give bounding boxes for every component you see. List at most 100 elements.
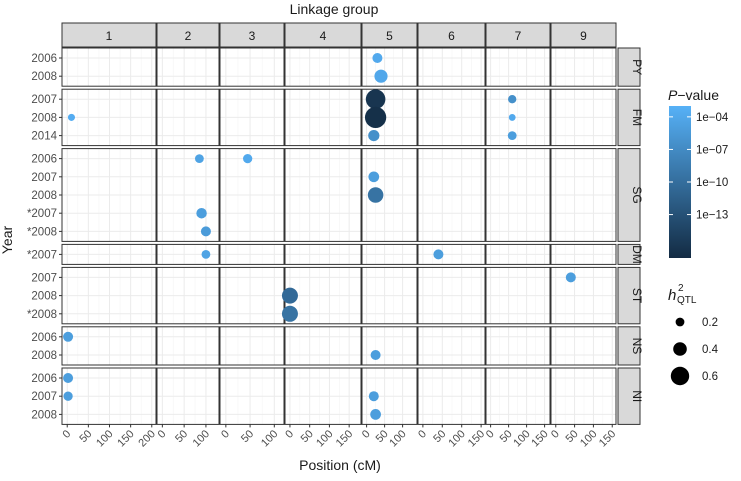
qtl-point bbox=[194, 154, 204, 164]
size-legend-dot bbox=[673, 342, 687, 356]
chart-title: Linkage group bbox=[290, 1, 379, 17]
row-strip bbox=[617, 326, 641, 366]
panel-border bbox=[219, 367, 285, 425]
panel-border bbox=[550, 266, 617, 325]
qtl-point bbox=[370, 350, 381, 360]
panel-border bbox=[361, 367, 418, 425]
size-legend-dot bbox=[670, 366, 690, 386]
column-strip bbox=[485, 22, 551, 48]
row-strip bbox=[617, 367, 641, 425]
qtl-point bbox=[63, 373, 74, 383]
panel-border bbox=[219, 88, 285, 147]
qtl-point bbox=[433, 249, 444, 260]
panel-border bbox=[61, 326, 157, 366]
x-tick-label: 50 bbox=[564, 428, 581, 445]
color-legend: P−value 1e−04 1e−07 1e−10 1e−13 bbox=[668, 87, 729, 258]
qtl-point bbox=[201, 250, 211, 259]
x-tick-label: 50 bbox=[77, 428, 94, 445]
column-strip-label: 1 bbox=[106, 29, 113, 43]
panel-border bbox=[485, 47, 551, 87]
x-tick-label: 100 bbox=[446, 428, 467, 449]
y-tick-label: 2008 bbox=[31, 112, 57, 124]
qtl-point bbox=[281, 287, 298, 304]
qtl-point bbox=[368, 171, 380, 183]
x-tick-label: 50 bbox=[299, 428, 316, 445]
qtl-point bbox=[508, 95, 517, 104]
panel-border bbox=[156, 367, 220, 425]
y-tick-label: *2007 bbox=[27, 249, 57, 261]
qtl-point bbox=[374, 69, 388, 83]
size-legend: h 2 QTL 0.2 0.4 0.6 bbox=[668, 283, 719, 386]
panel-background bbox=[418, 48, 485, 87]
y-tick-label: 2006 bbox=[31, 53, 57, 65]
x-tick-label: 0 bbox=[549, 428, 562, 441]
panel-border bbox=[485, 266, 551, 325]
panel-border bbox=[550, 367, 617, 425]
size-legend-title-sub: QTL bbox=[677, 295, 697, 306]
panel-border bbox=[417, 148, 486, 242]
row-strip bbox=[617, 148, 641, 242]
panel-background bbox=[362, 326, 417, 365]
qtl-point bbox=[372, 53, 383, 63]
panel-background bbox=[157, 326, 219, 365]
color-legend-label: 1e−04 bbox=[696, 112, 729, 124]
size-legend-title: h bbox=[668, 287, 676, 304]
x-tick-label: 0 bbox=[416, 428, 429, 441]
x-tick-label: 150 bbox=[529, 428, 550, 449]
qtl-point bbox=[370, 409, 381, 420]
panel-border bbox=[361, 88, 418, 147]
y-tick-label: 2008 bbox=[31, 350, 57, 362]
y-tick-label: 2008 bbox=[31, 71, 57, 83]
panel-border bbox=[550, 326, 617, 366]
x-tick-label: 100 bbox=[314, 428, 335, 449]
panel-border bbox=[156, 148, 220, 242]
panel-background bbox=[285, 48, 361, 87]
column-strip-label: 2 bbox=[185, 29, 192, 43]
qtl-point bbox=[367, 187, 384, 203]
panel-border bbox=[361, 47, 418, 87]
color-legend-suffix: −value bbox=[677, 87, 719, 103]
panel-border bbox=[361, 243, 418, 265]
panel-background bbox=[486, 48, 550, 87]
panel-border bbox=[219, 148, 285, 242]
y-tick-label: 2007 bbox=[31, 94, 57, 106]
qtl-point bbox=[281, 305, 298, 322]
y-tick-label: 2006 bbox=[31, 154, 57, 166]
y-tick-label: *2007 bbox=[27, 208, 57, 220]
y-tick-label: 2008 bbox=[31, 409, 57, 421]
x-axis-title: Position (cM) bbox=[299, 457, 381, 473]
column-strip bbox=[219, 22, 285, 48]
panel-border bbox=[284, 47, 362, 87]
panel-background bbox=[220, 48, 284, 87]
panel-border bbox=[284, 326, 362, 366]
panel-background bbox=[220, 326, 284, 365]
qtl-point bbox=[508, 113, 516, 121]
column-strip bbox=[284, 22, 362, 48]
row-strip-label: DM bbox=[630, 245, 644, 264]
column-strip-label: 5 bbox=[386, 29, 393, 43]
x-tick-label: 0 bbox=[360, 428, 373, 441]
panel-background bbox=[551, 48, 616, 87]
panel-border bbox=[219, 243, 285, 265]
panel-border bbox=[485, 148, 551, 242]
color-legend-label: 1e−10 bbox=[696, 177, 728, 189]
qtl-point bbox=[365, 89, 386, 109]
column-strip bbox=[156, 22, 220, 48]
x-tick-label: 0 bbox=[156, 428, 169, 441]
row-strip-label: FM bbox=[630, 109, 644, 126]
panel-border bbox=[156, 47, 220, 87]
panel-border bbox=[417, 47, 486, 87]
size-legend-title-sup: 2 bbox=[678, 283, 684, 294]
qtl-point bbox=[243, 153, 253, 164]
panel-border bbox=[417, 88, 486, 147]
color-legend-bar bbox=[669, 106, 691, 258]
y-tick-label: 2008 bbox=[31, 190, 57, 202]
y-tick-label: *2008 bbox=[27, 226, 57, 238]
row-strip bbox=[617, 243, 641, 265]
x-tick-label: 100 bbox=[191, 428, 212, 449]
x-tick-label: 0 bbox=[61, 428, 74, 441]
y-tick-label: 2007 bbox=[31, 272, 57, 284]
panel-border bbox=[284, 367, 362, 425]
panel-border bbox=[485, 326, 551, 366]
